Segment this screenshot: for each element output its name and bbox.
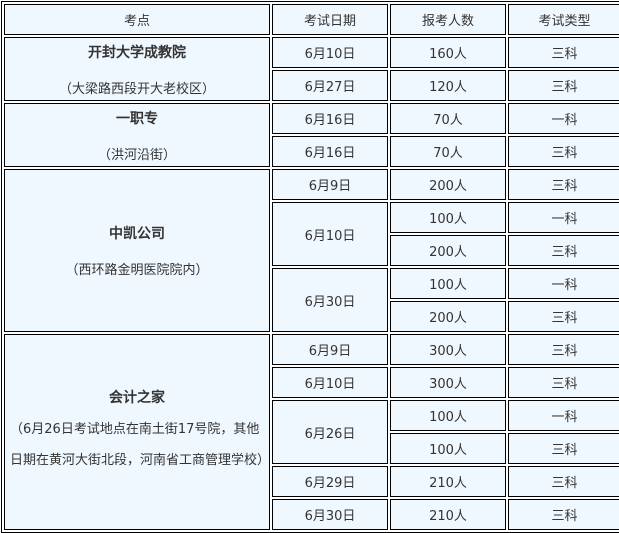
venue-cell: 会计之家 （6月26日考试地点在南土街17号院，其他日期在黄河大街北段，河南省工… xyxy=(4,334,270,530)
table-row: 6月27日 120人 三科 xyxy=(4,70,619,101)
venue-address: （西环路金明医院院内） xyxy=(65,263,209,278)
type-cell: 三科 xyxy=(508,334,619,365)
type-cell: 三科 xyxy=(508,367,619,398)
col-header-date: 考试日期 xyxy=(272,4,388,35)
col-header-count: 报考人数 xyxy=(390,4,506,35)
venue-name: 一职专 xyxy=(116,110,158,127)
date-cell: 6月10日 xyxy=(272,367,388,398)
count-cell: 200人 xyxy=(390,169,506,200)
count-cell: 160人 xyxy=(390,37,506,68)
table-row: 100人 三科 xyxy=(4,433,619,464)
table-row: 200人 三科 xyxy=(4,301,619,332)
venue-note: （6月26日考试地点在南土街17号院，其他日期在黄河大街北段，河南省工商管理学校… xyxy=(10,422,270,468)
type-cell: 三科 xyxy=(508,235,619,266)
type-cell: 三科 xyxy=(508,70,619,101)
count-cell: 70人 xyxy=(390,103,506,134)
col-header-venue: 考点 xyxy=(4,4,270,35)
table-row: 6月30日 100人 一科 xyxy=(4,268,619,332)
type-cell: 三科 xyxy=(508,136,619,167)
table-row: 一职专 （洪河沿街） 6月16日 70人 一科 xyxy=(4,103,619,167)
venue-name: 会计之家 xyxy=(109,390,165,407)
table-row: 6月10日 100人 一科 xyxy=(4,202,619,266)
table-row: 6月29日 210人 三科 xyxy=(4,466,619,497)
table-row: 会计之家 （6月26日考试地点在南土街17号院，其他日期在黄河大街北段，河南省工… xyxy=(4,334,619,530)
count-cell: 100人 xyxy=(390,202,506,233)
count-cell: 200人 xyxy=(390,235,506,266)
type-cell: 一科 xyxy=(508,103,619,134)
count-cell: 100人 xyxy=(390,433,506,464)
venue-address: （大梁路西段开大老校区） xyxy=(58,81,215,97)
count-cell: 70人 xyxy=(390,136,506,167)
date-cell: 6月16日 xyxy=(272,103,388,134)
type-cell: 三科 xyxy=(508,169,619,200)
count-cell: 300人 xyxy=(390,334,506,365)
venue-address: （洪河沿街） xyxy=(97,147,176,163)
date-cell: 6月9日 xyxy=(272,169,388,200)
count-cell: 100人 xyxy=(390,400,506,431)
date-cell: 6月16日 xyxy=(272,136,388,167)
count-cell: 210人 xyxy=(390,466,506,497)
col-header-type: 考试类型 xyxy=(508,4,619,35)
date-cell: 6月29日 xyxy=(272,466,388,497)
type-cell: 一科 xyxy=(508,268,619,299)
count-cell: 100人 xyxy=(390,268,506,299)
type-cell: 三科 xyxy=(508,466,619,497)
count-cell: 120人 xyxy=(390,70,506,101)
venue-cell: 一职专 （洪河沿街） xyxy=(4,103,270,167)
date-cell: 6月26日 xyxy=(272,400,388,464)
type-cell: 三科 xyxy=(508,37,619,68)
table-row: 6月26日 100人 一科 xyxy=(4,400,619,464)
table-row: 200人 三科 xyxy=(4,235,619,266)
type-cell: 一科 xyxy=(508,400,619,431)
type-cell: 一科 xyxy=(508,202,619,233)
table-row: 开封大学成教院 （大梁路西段开大老校区） 6月10日 160人 三科 xyxy=(4,37,619,101)
type-cell: 三科 xyxy=(508,499,619,530)
venue-name: 中凯公司 xyxy=(109,226,165,242)
count-cell: 210人 xyxy=(390,499,506,530)
date-cell: 6月9日 xyxy=(272,334,388,365)
venue-cell: 中凯公司 （西环路金明医院院内） xyxy=(4,169,270,332)
count-cell: 200人 xyxy=(390,301,506,332)
venue-cell: 开封大学成教院 （大梁路西段开大老校区） xyxy=(4,37,270,101)
date-cell: 6月27日 xyxy=(272,70,388,101)
date-cell: 6月10日 xyxy=(272,37,388,68)
date-cell: 6月30日 xyxy=(272,499,388,530)
type-cell: 三科 xyxy=(508,433,619,464)
table-row: 6月16日 70人 三科 xyxy=(4,136,619,167)
venue-name: 开封大学成教院 xyxy=(88,44,186,61)
count-cell: 300人 xyxy=(390,367,506,398)
date-cell: 6月10日 xyxy=(272,202,388,266)
header-row: 考点 考试日期 报考人数 考试类型 xyxy=(4,4,619,35)
table-row: 中凯公司 （西环路金明医院院内） 6月9日 200人 三科 xyxy=(4,169,619,332)
table-row: 6月10日 300人 三科 xyxy=(4,367,619,398)
date-cell: 6月30日 xyxy=(272,268,388,332)
type-cell: 三科 xyxy=(508,301,619,332)
